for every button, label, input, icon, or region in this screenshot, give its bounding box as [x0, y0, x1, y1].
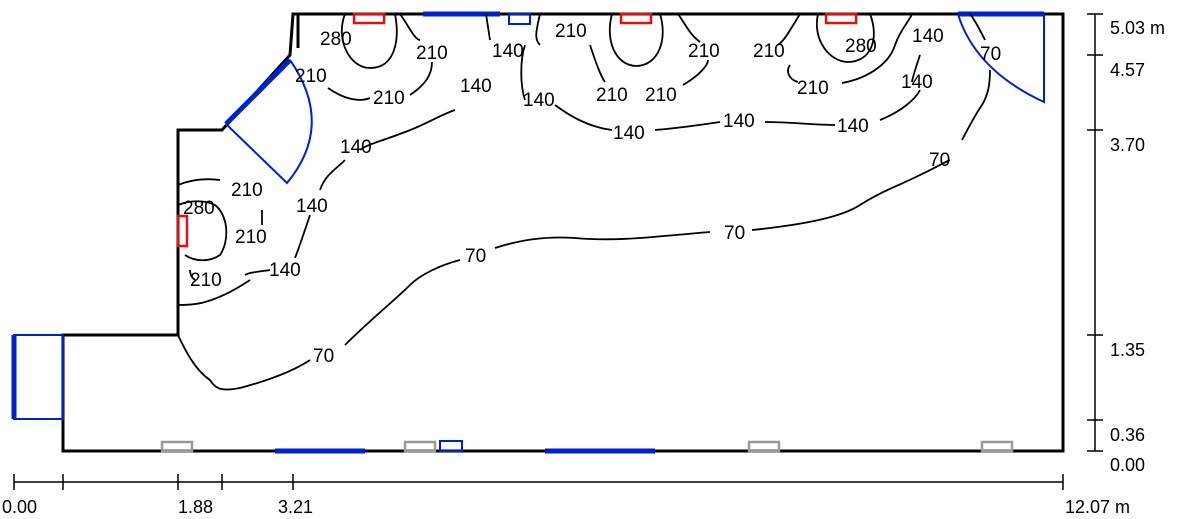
contour-label: 140 — [269, 260, 301, 281]
luminaire-gray — [403, 440, 437, 453]
contour-label: 280 — [320, 29, 352, 50]
isoline — [485, 13, 491, 41]
y-scale-label: 4.57 — [1110, 60, 1145, 80]
x-scale-label: 0.00 — [2, 497, 37, 517]
luminaire-gray — [980, 440, 1014, 453]
contour-label: 140 — [912, 26, 944, 47]
isoline — [608, 13, 664, 67]
isoline — [520, 44, 526, 101]
isoline — [344, 259, 461, 346]
contour-label: 140 — [837, 116, 869, 137]
isoline — [682, 59, 709, 86]
isoline — [189, 269, 196, 281]
isoline — [244, 269, 271, 276]
isoline — [911, 54, 921, 83]
luminaire-gray — [160, 440, 194, 453]
isoline — [327, 87, 371, 101]
isoline — [961, 69, 991, 141]
contour-label: 140 — [460, 76, 492, 97]
contour-label: 280 — [183, 198, 215, 219]
isoline — [841, 13, 913, 84]
isoline — [969, 13, 986, 41]
x-scale-label: 3.21 — [278, 497, 313, 517]
isoline — [340, 13, 398, 69]
contour-label: 210 — [688, 41, 720, 62]
isoline — [787, 64, 799, 83]
door-swing-arc — [957, 13, 1045, 104]
contour-label: 280 — [845, 36, 877, 57]
contour-label: 140 — [296, 196, 328, 217]
y-scale-label: 1.35 — [1110, 340, 1145, 360]
contour-label: 210 — [753, 41, 785, 62]
door-frame — [13, 334, 64, 420]
isoline — [815, 13, 875, 63]
isoline — [764, 121, 836, 126]
isoline — [409, 61, 433, 96]
x-scale-label: 12.07 m — [1065, 497, 1130, 517]
contour-label: 70 — [929, 150, 950, 171]
door-swing-arc — [225, 59, 313, 185]
contour-label: 210 — [797, 78, 829, 99]
isoline — [879, 89, 921, 121]
luminaire-red — [176, 214, 189, 248]
contour-label: 70 — [313, 346, 334, 367]
isoline — [494, 231, 711, 249]
isoline — [654, 121, 721, 131]
isoline — [777, 13, 801, 46]
isoline — [359, 109, 456, 151]
luminaire-red — [619, 12, 653, 25]
isoline — [677, 13, 701, 43]
contour-label: 210 — [596, 85, 628, 106]
contour-label: 210 — [645, 85, 677, 106]
contour-label: 210 — [231, 180, 263, 201]
window-small-top — [508, 13, 531, 25]
isoline — [535, 13, 541, 46]
window-diagonal — [224, 58, 292, 126]
x-scale-label: 1.88 — [178, 497, 213, 517]
y-scale-label: 0.36 — [1110, 425, 1145, 445]
contour-label: 140 — [492, 41, 524, 62]
isoline — [177, 200, 228, 262]
luminaire-red — [352, 12, 386, 25]
y-scale-label: 3.70 — [1110, 135, 1145, 155]
isoline — [589, 44, 606, 83]
y-scale-label: 5.03 m — [1110, 18, 1165, 38]
contour-label: 70 — [980, 44, 1001, 65]
y-scale-label: 0.00 — [1110, 455, 1145, 475]
contour-label: 210 — [373, 88, 405, 109]
contour-label: 140 — [340, 137, 372, 158]
contour-label: 210 — [416, 43, 448, 64]
contour-label: 210 — [190, 270, 222, 291]
contour-label: 70 — [465, 246, 486, 267]
isoline — [319, 159, 346, 191]
contour-label: 210 — [295, 66, 327, 87]
isoline — [177, 178, 221, 186]
isoline — [177, 279, 251, 306]
contour-label: 70 — [724, 223, 745, 244]
isoline — [177, 334, 311, 391]
contour-label: 210 — [235, 227, 267, 248]
contour-label: 140 — [523, 90, 555, 111]
window-small-bottom — [439, 440, 463, 452]
luminaire-gray — [747, 440, 781, 453]
isoline — [751, 159, 951, 231]
isoline — [399, 13, 421, 41]
isoline — [294, 214, 311, 259]
contour-label: 210 — [555, 21, 587, 42]
contour-label: 140 — [723, 111, 755, 132]
contour-label: 140 — [613, 123, 645, 144]
luminaire-red — [824, 12, 858, 25]
isoline — [554, 104, 613, 131]
contour-label: 140 — [901, 72, 933, 93]
